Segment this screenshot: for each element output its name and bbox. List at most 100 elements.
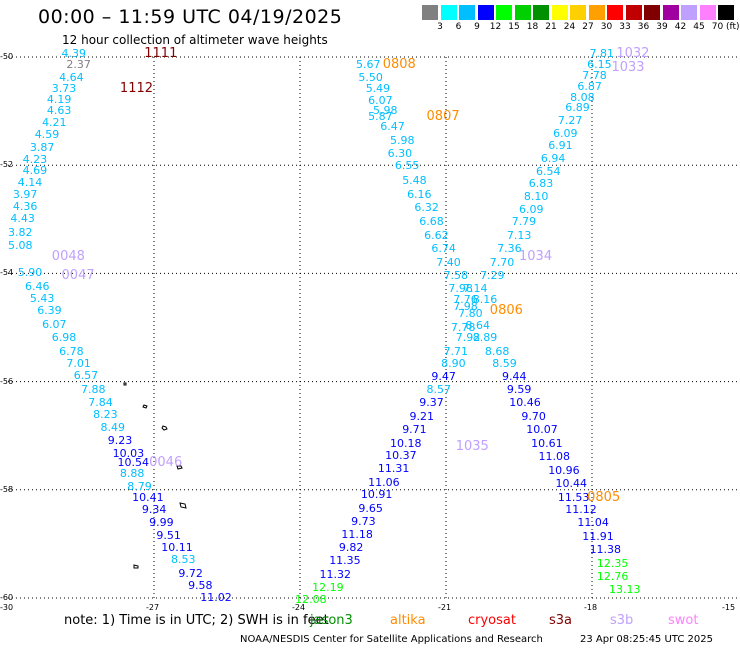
island-2 — [142, 404, 148, 409]
pass-time-label: 0048 — [51, 249, 85, 265]
scale-tick-label: 27 — [582, 22, 594, 32]
scale-tick-label: 24 — [563, 22, 576, 32]
scale-tick-label: 3 — [437, 22, 443, 32]
color-swatch — [718, 5, 734, 20]
wave-height-label: 8.90 — [441, 357, 466, 371]
island-3 — [161, 425, 168, 431]
wave-height-label: 11.08 — [538, 450, 570, 464]
wave-height-label: 9.34 — [141, 503, 167, 517]
wave-height-label: 10.44 — [555, 477, 588, 491]
wave-height-label: 6.09 — [553, 126, 578, 140]
scale-tick-label: 42 — [674, 22, 687, 32]
island-5 — [179, 502, 187, 509]
wave-height-label: 11.38 — [589, 543, 622, 557]
wave-height-label: 9.58 — [188, 579, 213, 593]
wave-height-label: 8.68 — [484, 344, 510, 358]
color-swatch — [440, 5, 457, 20]
wave-height-label: 9.47 — [431, 370, 456, 384]
wave-height-label: 7.27 — [557, 113, 583, 127]
wave-height-label: 10.18 — [390, 436, 422, 450]
wave-height-label: 11.35 — [329, 554, 361, 568]
wave-height-label: 10.96 — [548, 463, 580, 477]
wave-height-label: 6.91 — [548, 139, 573, 153]
wave-height-label: 7.70 — [489, 255, 515, 269]
color-swatch — [551, 5, 568, 20]
wave-height-label: 10.61 — [531, 436, 563, 450]
wave-height-label: 11.12 — [565, 503, 597, 517]
wave-height-label: 10.03 — [112, 446, 145, 460]
wave-height-label: 7.14 — [463, 281, 488, 295]
scale-unit: (ft) — [726, 22, 740, 32]
lat-label: -54 — [0, 268, 14, 278]
scale-tick-label: 33 — [619, 22, 631, 32]
wave-height-label: 7.84 — [88, 396, 113, 410]
wave-height-label: 6.16 — [407, 187, 432, 201]
page-subtitle: 12 hour collection of altimeter wave hei… — [62, 33, 328, 47]
wave-height-label: 5.98 — [390, 133, 415, 147]
legend-item-s3b: s3b — [610, 613, 634, 628]
wave-height-label: 6.54 — [536, 164, 561, 178]
wave-height-label: 13.13 — [609, 582, 641, 596]
scale-tick-label: 30 — [600, 22, 613, 32]
wave-height-label: 5.90 — [17, 266, 43, 280]
color-swatch — [422, 5, 438, 20]
wave-height-label: 12.08 — [295, 592, 327, 606]
wave-height-label: 10.54 — [117, 455, 150, 469]
wave-height-label: 7.40 — [436, 255, 461, 269]
wave-height-label: 5.08 — [8, 239, 33, 253]
wave-height-label: 4.39 — [61, 47, 87, 61]
pass-time-label: 1035 — [455, 438, 489, 454]
wave-height-label: 6.98 — [51, 331, 77, 345]
wave-height-label: 7.98 — [448, 281, 473, 295]
wave-height-label: 6.62 — [424, 228, 449, 242]
legend-item-jason3: jason3 — [310, 613, 353, 628]
wave-height-label: 5.98 — [373, 104, 398, 118]
wave-height-label: 4.19 — [46, 93, 72, 107]
wave-height-label: 4.23 — [22, 152, 48, 166]
lon-label: -27 — [146, 603, 160, 612]
wave-height-label: 6.78 — [59, 344, 84, 358]
wave-height-label: 8.89 — [472, 331, 498, 345]
lon-label: -18 — [584, 603, 598, 612]
lat-label: -60 — [0, 593, 14, 602]
color-swatch — [496, 5, 512, 20]
scale-tick-label: 45 — [693, 22, 705, 32]
scale-tick-label: 6 — [455, 22, 462, 32]
wave-height-label: 5.43 — [29, 292, 55, 306]
color-swatch — [699, 5, 716, 20]
scale-tick-label: 9 — [474, 22, 480, 32]
wave-height-label: 10.11 — [161, 541, 193, 555]
wave-height-label: 9.70 — [521, 409, 546, 423]
pass-time-label: 1032 — [616, 46, 650, 62]
wave-height-label: 7.92 — [455, 331, 481, 345]
wave-height-label: 7.71 — [443, 344, 469, 358]
wave-height-label: 6.74 — [431, 242, 456, 256]
legend-item-swot: swot — [668, 613, 699, 628]
legend-item-cryosat: cryosat — [468, 613, 516, 628]
wave-height-label: 11.02 — [200, 591, 232, 604]
wave-height-label: 8.79 — [127, 480, 152, 494]
color-swatch — [681, 5, 697, 20]
wave-height-label: 4.59 — [34, 128, 60, 142]
wave-height-label: 6.30 — [387, 147, 413, 161]
lat-label: -56 — [0, 376, 14, 386]
wave-height-label: 4.43 — [10, 212, 35, 226]
lat-label: -58 — [0, 484, 14, 494]
wave-height-label: 6.57 — [73, 369, 99, 383]
wave-height-label: 4.64 — [59, 70, 84, 84]
wave-height-label: 6.39 — [37, 304, 62, 318]
wave-height-label: 5.87 — [368, 109, 393, 123]
scale-tick-label: 12 — [489, 22, 502, 32]
wave-height-label: 9.37 — [419, 396, 444, 410]
pass-time-label: 1034 — [519, 249, 553, 265]
wave-height-label: 9.72 — [178, 566, 203, 580]
lat-label: -50 — [0, 52, 14, 61]
wave-height-label: 6.47 — [380, 120, 405, 134]
wave-height-label: 5.50 — [358, 70, 383, 84]
wave-height-label: 7.13 — [506, 228, 532, 242]
wave-height-label: 6.94 — [540, 151, 566, 165]
wave-height-label: 11.91 — [582, 530, 614, 544]
pass-time-label: 0046 — [149, 454, 183, 470]
wave-height-label: 9.71 — [402, 423, 427, 437]
legend-item-s3a: s3a — [549, 613, 573, 628]
